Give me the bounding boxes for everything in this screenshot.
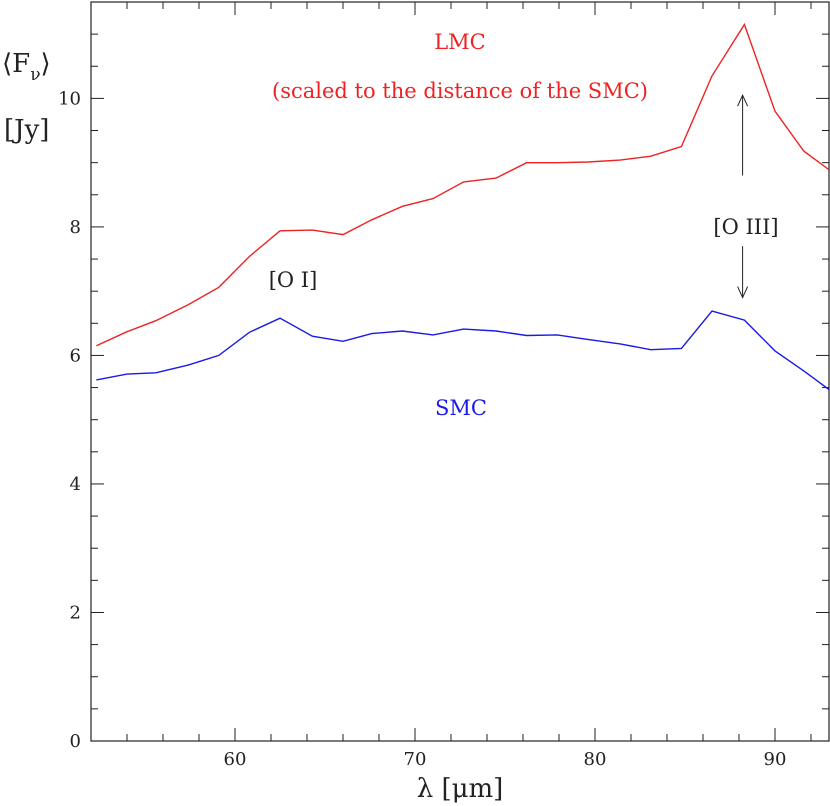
lmc-label: LMC [434, 30, 486, 54]
oiii-arrow-down-head [737, 286, 749, 299]
y-tick-label: 8 [70, 217, 81, 238]
oiii-label: [O III] [713, 215, 778, 239]
smc-label: SMC [435, 396, 487, 420]
x-tick-label: 70 [404, 749, 427, 770]
oiii-arrow-up-head [737, 93, 749, 107]
y-tick-label: 4 [70, 474, 81, 495]
oi-label: [O I] [269, 268, 318, 292]
y-tick-label: 6 [70, 345, 81, 366]
oiii-arrows [737, 93, 749, 299]
y-axis-label-open: ⟨F [2, 49, 30, 79]
svg-text:⟨Fν⟩: ⟨Fν⟩ [2, 49, 51, 85]
x-axis-label: λ [μm] [417, 774, 504, 804]
lmc-note: (scaled to the distance of the SMC) [272, 79, 648, 103]
y-tick-label: 2 [70, 602, 81, 623]
y-axis-label-unit: [Jy] [4, 115, 49, 145]
x-tick-label: 80 [584, 749, 607, 770]
axis-ticks: 60 70 80 90 0 2 4 6 8 10 [58, 1, 829, 770]
y-axis-label-sub: ν [30, 65, 40, 85]
series-line-smc [96, 310, 829, 391]
y-axis-label: ⟨Fν⟩ [Jy] [2, 49, 51, 145]
y-tick-label: 0 [70, 731, 81, 752]
series-line-lmc [96, 22, 829, 347]
series-group [96, 22, 829, 391]
y-axis-label-close: ⟩ [41, 49, 51, 79]
x-tick-label: 60 [224, 749, 247, 770]
plot-frame [90, 1, 830, 742]
y-tick-label: 10 [58, 88, 81, 109]
x-tick-label: 90 [764, 749, 787, 770]
